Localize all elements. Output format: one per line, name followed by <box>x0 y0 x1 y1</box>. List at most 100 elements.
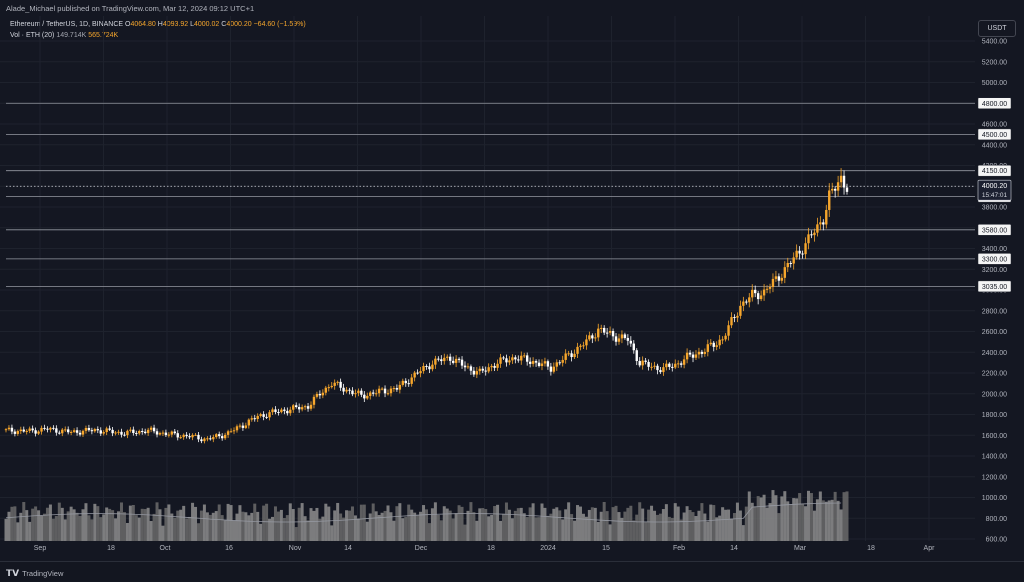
candle-body <box>608 331 612 333</box>
volume-bar <box>327 506 331 541</box>
volume-bar <box>309 508 313 541</box>
volume-bar <box>315 507 319 541</box>
volume-bar <box>368 513 372 541</box>
volume-bar <box>735 502 739 541</box>
price-tick-label: 5200.00 <box>982 59 1007 66</box>
candle-body <box>200 439 203 442</box>
candle-body <box>481 368 484 371</box>
volume-bar <box>664 504 668 541</box>
volume-bar <box>738 510 742 541</box>
volume-bar <box>7 511 11 541</box>
volume-label[interactable]: Vol · ETH (20) <box>10 32 55 39</box>
candle-body <box>19 429 23 432</box>
volume-bar <box>158 509 162 541</box>
candle-body <box>25 430 28 432</box>
volume-bar <box>676 506 680 541</box>
candle-body <box>380 388 384 390</box>
candle-body <box>4 429 8 431</box>
candle-body <box>641 360 644 366</box>
candle-body <box>745 301 748 303</box>
volume-bar <box>217 504 221 541</box>
volume-bar <box>608 524 612 541</box>
volume-bar <box>658 513 662 541</box>
volume-bar <box>13 506 17 541</box>
candle-body <box>662 367 665 373</box>
volume-bar <box>593 507 597 541</box>
candle-body <box>768 286 772 289</box>
volume-bar <box>478 508 482 541</box>
price-tick-label: 1800.00 <box>982 412 1007 419</box>
volume-bar <box>709 504 713 541</box>
volume-bar <box>774 495 778 541</box>
tradingview-logo[interactable]: 𝗧𝗩 TradingView <box>6 568 63 579</box>
volume-bar <box>75 512 79 541</box>
low-label: L <box>190 21 194 28</box>
symbol-name[interactable]: Ethereum / TetherUS, 1D, BINANCE <box>10 21 124 28</box>
price-tick-label: 3800.00 <box>982 205 1007 212</box>
candle-body <box>327 387 330 389</box>
volume-bar <box>28 521 32 541</box>
candle-body <box>123 434 126 436</box>
level-label-box <box>977 253 1012 265</box>
candle-body <box>339 381 342 388</box>
candle-body <box>392 388 396 390</box>
candle-body <box>493 365 496 368</box>
chart-grid <box>0 16 975 541</box>
candle-body <box>262 414 265 417</box>
candle-body <box>398 384 402 390</box>
candle-body <box>297 406 301 410</box>
volume-bar <box>706 521 710 541</box>
candle-body <box>620 334 624 339</box>
open-value: 4064.80 <box>130 21 156 28</box>
volume-bar <box>798 493 802 541</box>
volume-bar <box>727 509 731 541</box>
candle-body <box>679 363 683 365</box>
candle-body <box>671 366 674 368</box>
volume-bar <box>10 506 14 541</box>
candle-body <box>804 243 807 255</box>
candle-body <box>164 432 168 436</box>
time-tick-label: 15 <box>602 545 610 552</box>
volume-bar <box>339 513 343 541</box>
candle-body <box>357 390 360 394</box>
volume-bar <box>383 510 387 541</box>
candle-body <box>706 344 710 352</box>
volume-bar <box>795 498 799 541</box>
candle-body <box>647 361 650 367</box>
candle-body <box>407 383 410 385</box>
level-label: 3580.00 <box>982 227 1007 234</box>
candle-body <box>10 427 14 432</box>
candle-body <box>813 232 816 236</box>
volume-bar <box>460 506 464 541</box>
volume-bar <box>345 510 349 541</box>
candle-body <box>487 367 490 372</box>
volume-bar <box>718 515 722 541</box>
volume-bar <box>81 509 85 541</box>
currency-button[interactable]: USDT <box>978 20 1016 37</box>
volume-bar <box>194 506 198 541</box>
volume-bar <box>19 512 23 541</box>
volume-bar <box>321 516 325 541</box>
volume-bar <box>235 513 239 541</box>
candle-body <box>295 405 298 407</box>
price-tick-label: 3200.00 <box>982 267 1007 274</box>
volume-bar <box>484 509 488 541</box>
candle-body <box>597 328 600 338</box>
volume-bar <box>430 508 434 541</box>
candle-body <box>114 432 117 434</box>
candle-body <box>614 336 618 342</box>
candle-body <box>715 345 718 347</box>
volume-bar <box>602 501 606 541</box>
volume-bar <box>117 511 121 541</box>
price-tick-label: 2000.00 <box>982 391 1007 398</box>
volume-bar <box>416 515 420 541</box>
candle-body <box>229 431 233 433</box>
volume-bar <box>63 519 67 541</box>
volume-bar <box>644 521 648 541</box>
candle-body <box>43 427 46 429</box>
price-chart[interactable]: 600.00 800.00 1000.00 1200.00 1400.00 1600.00… <box>0 16 1024 561</box>
volume-bar <box>273 506 277 541</box>
volume-bar <box>472 512 476 541</box>
candle-body <box>511 357 514 361</box>
level-labels: 4800.004500.004150.003900.003580.003300.… <box>977 97 1012 293</box>
